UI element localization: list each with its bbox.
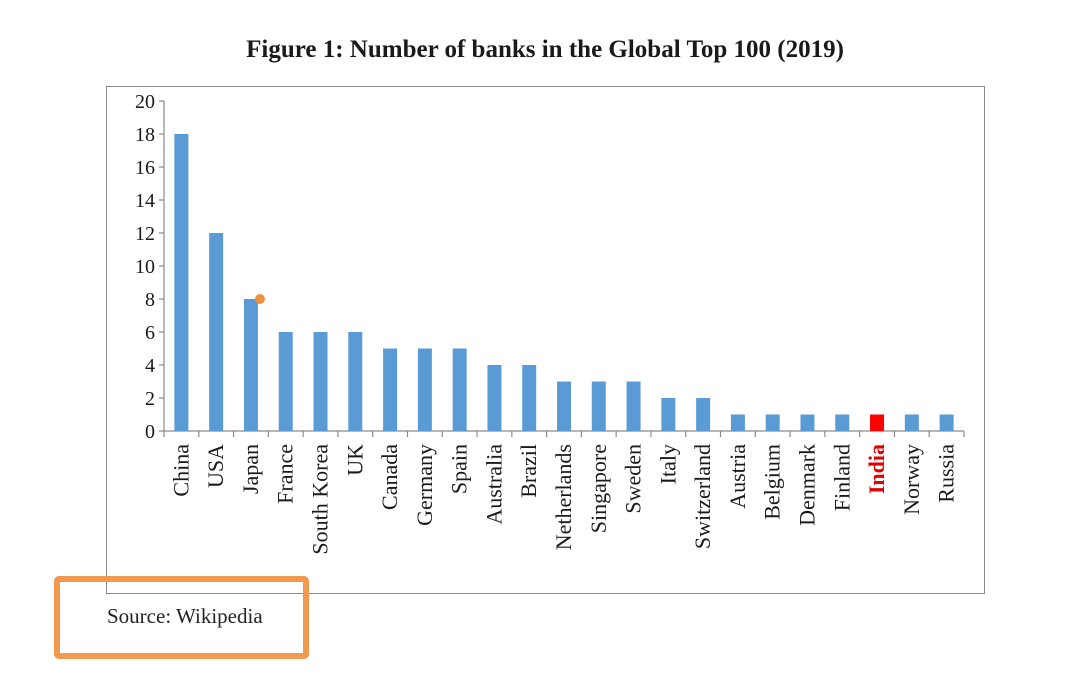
bar-italy <box>661 398 676 431</box>
bar-south-korea <box>313 332 328 431</box>
y-tick-label: 10 <box>135 256 155 278</box>
category-label: UK <box>342 444 367 476</box>
category-label: Finland <box>829 444 854 511</box>
marker-dot <box>254 294 265 304</box>
y-tick-label: 20 <box>135 91 155 113</box>
y-tick-label: 0 <box>145 421 155 443</box>
bar-norway <box>904 414 919 431</box>
y-tick-label: 16 <box>135 157 155 179</box>
category-label: USA <box>203 444 228 488</box>
source-note: Source: Wikipedia <box>107 604 263 628</box>
bar-finland <box>835 414 850 431</box>
category-label: Brazil <box>516 444 541 498</box>
category-label: Italy <box>655 444 680 484</box>
category-label: Austria <box>725 444 750 509</box>
bar-brazil <box>522 365 537 431</box>
bar-netherlands <box>557 381 571 431</box>
bar-india <box>870 414 885 431</box>
category-label: Russia <box>934 444 959 503</box>
y-tick-label: 4 <box>145 355 155 377</box>
category-label: Canada <box>377 444 402 510</box>
category-label: South Korea <box>308 444 333 555</box>
category-label: Australia <box>481 444 506 525</box>
category-label: Norway <box>899 444 924 515</box>
y-tick-label: 2 <box>145 388 155 410</box>
bar-germany <box>417 348 432 431</box>
category-label: Denmark <box>794 444 819 526</box>
category-label: Netherlands <box>551 444 576 550</box>
chart-title: Figure 1: Number of banks in the Global … <box>246 36 844 63</box>
bar-singapore <box>591 381 606 431</box>
bar-france <box>278 332 293 431</box>
category-label: Sweden <box>621 444 646 514</box>
bar-austria <box>730 414 745 431</box>
chart-frame <box>106 86 985 594</box>
annotation-highlight-box <box>54 576 309 659</box>
category-label: China <box>168 444 193 497</box>
bar-sweden <box>626 381 641 431</box>
bar-belgium <box>765 414 780 431</box>
bar-russia <box>939 414 954 431</box>
y-tick-label: 6 <box>145 322 155 344</box>
y-tick-label: 12 <box>135 223 155 245</box>
y-tick-label: 18 <box>135 124 155 146</box>
category-label: Singapore <box>586 444 611 533</box>
bar-china <box>174 134 189 431</box>
bar-japan <box>243 299 258 431</box>
bar-denmark <box>800 414 815 431</box>
bar-uk <box>348 332 363 431</box>
y-tick-label: 14 <box>135 190 155 212</box>
bar-switzerland <box>696 398 711 431</box>
category-label: Belgium <box>760 444 785 520</box>
category-label: Japan <box>238 444 263 494</box>
category-label: Switzerland <box>690 444 715 549</box>
bar-usa <box>209 233 224 431</box>
bar-canada <box>383 348 398 431</box>
y-tick-label: 8 <box>145 289 155 311</box>
bar-australia <box>487 365 502 431</box>
category-label: Germany <box>412 444 437 526</box>
bar-spain <box>452 348 467 431</box>
category-label: Spain <box>447 444 472 494</box>
category-label: France <box>273 444 298 504</box>
category-label: India <box>864 444 889 494</box>
